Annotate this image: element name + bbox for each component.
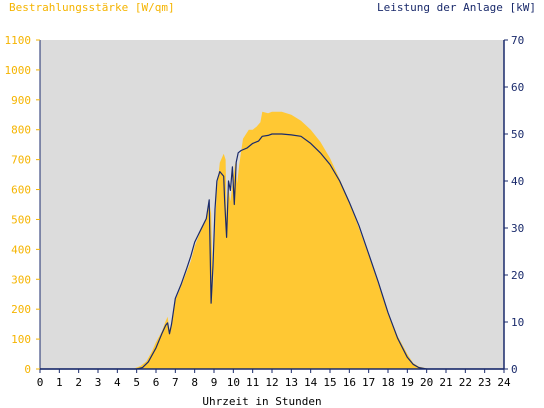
x-tick-label: 14 [304,376,318,389]
x-tick-label: 23 [478,376,491,389]
right-tick-label: 30 [511,222,524,235]
x-tick-label: 22 [459,376,472,389]
right-tick-label: 20 [511,269,524,282]
x-tick-label: 18 [381,376,394,389]
right-tick-label: 40 [511,175,524,188]
x-tick-label: 9 [211,376,218,389]
left-axis-ticks: 0 100 200 300 400 500 600 700 800 900 1000 1100 [5,34,40,376]
x-tick-label: 6 [153,376,160,389]
left-tick-label: 400 [11,243,31,256]
left-tick-label: 200 [11,303,31,316]
x-tick-label: 13 [285,376,298,389]
x-tick-label: 20 [420,376,433,389]
right-tick-label: 70 [511,34,524,47]
x-axis-label: Uhrzeit in Stunden [202,395,321,408]
irradiance-area [40,111,504,370]
x-tick-label: 5 [133,376,140,389]
left-tick-label: 500 [11,213,31,226]
left-tick-label: 700 [11,154,31,167]
x-tick-label: 24 [497,376,511,389]
x-tick-label: 16 [343,376,356,389]
x-tick-label: 10 [227,376,240,389]
x-tick-label: 1 [56,376,63,389]
x-tick-label: 21 [439,376,452,389]
x-tick-label: 12 [265,376,278,389]
left-tick-label: 0 [24,363,31,376]
right-axis-title: Leistung der Anlage [kW] [377,1,536,14]
x-tick-label: 11 [246,376,259,389]
left-tick-label: 1100 [5,34,32,47]
right-tick-label: 60 [511,81,524,94]
x-tick-label: 4 [114,376,121,389]
x-tick-label: 17 [362,376,375,389]
right-tick-label: 0 [511,363,518,376]
left-tick-label: 900 [11,94,31,107]
x-tick-label: 19 [401,376,414,389]
x-tick-label: 8 [191,376,198,389]
x-axis-ticks: 0 1 2 3 4 5 6 7 8 9 10 11 12 13 14 15 16 17 18 19 20 21 22 23 24 [37,369,511,389]
x-tick-label: 3 [95,376,102,389]
x-tick-label: 15 [323,376,336,389]
x-tick-label: 7 [172,376,179,389]
left-tick-label: 300 [11,273,31,286]
left-tick-label: 800 [11,124,31,137]
right-tick-label: 50 [511,128,524,141]
right-axis-ticks: 0 10 20 30 40 50 60 70 [504,34,524,376]
left-axis-title: Bestrahlungsstärke [W/qm] [9,1,175,14]
left-tick-label: 1000 [5,64,32,77]
power-line [40,133,504,370]
x-tick-label: 0 [37,376,44,389]
left-tick-label: 100 [11,333,31,346]
left-tick-label: 600 [11,184,31,197]
x-tick-label: 2 [75,376,82,389]
right-tick-label: 10 [511,316,524,329]
